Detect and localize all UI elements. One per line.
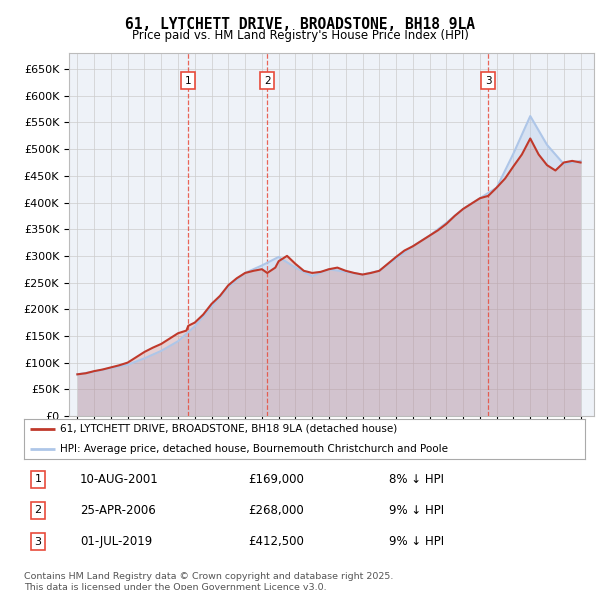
- Text: 61, LYTCHETT DRIVE, BROADSTONE, BH18 9LA (detached house): 61, LYTCHETT DRIVE, BROADSTONE, BH18 9LA…: [61, 424, 398, 434]
- Text: Contains HM Land Registry data © Crown copyright and database right 2025.
This d: Contains HM Land Registry data © Crown c…: [24, 572, 394, 590]
- Text: 8% ↓ HPI: 8% ↓ HPI: [389, 473, 443, 486]
- Text: 01-JUL-2019: 01-JUL-2019: [80, 535, 152, 548]
- Text: 1: 1: [185, 76, 191, 86]
- Text: 9% ↓ HPI: 9% ↓ HPI: [389, 535, 444, 548]
- Text: 3: 3: [35, 536, 41, 546]
- Text: £268,000: £268,000: [248, 504, 304, 517]
- Text: HPI: Average price, detached house, Bournemouth Christchurch and Poole: HPI: Average price, detached house, Bour…: [61, 444, 448, 454]
- Text: 25-APR-2006: 25-APR-2006: [80, 504, 156, 517]
- Text: 3: 3: [485, 76, 491, 86]
- Text: 9% ↓ HPI: 9% ↓ HPI: [389, 504, 444, 517]
- Text: 61, LYTCHETT DRIVE, BROADSTONE, BH18 9LA: 61, LYTCHETT DRIVE, BROADSTONE, BH18 9LA: [125, 17, 475, 31]
- Text: 10-AUG-2001: 10-AUG-2001: [80, 473, 159, 486]
- Text: £169,000: £169,000: [248, 473, 304, 486]
- Text: Price paid vs. HM Land Registry's House Price Index (HPI): Price paid vs. HM Land Registry's House …: [131, 30, 469, 42]
- Text: 2: 2: [264, 76, 271, 86]
- Text: £412,500: £412,500: [248, 535, 304, 548]
- Text: 2: 2: [34, 506, 41, 515]
- Text: 1: 1: [35, 474, 41, 484]
